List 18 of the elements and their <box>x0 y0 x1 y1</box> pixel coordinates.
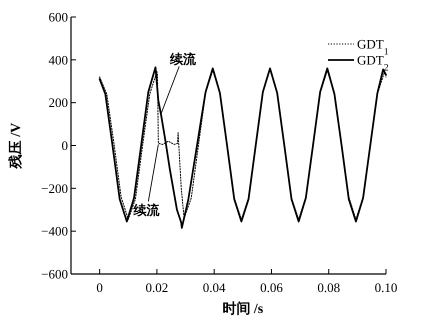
y-tick-label: −600 <box>41 266 68 282</box>
x-axis-title: 时间 /s <box>222 301 264 317</box>
y-tick-label: −400 <box>41 224 68 239</box>
x-tick-label: 0.06 <box>260 280 284 295</box>
x-tick-label: 0.02 <box>146 280 168 295</box>
annotation: 续流 <box>132 202 160 218</box>
y-tick-label: 0 <box>62 138 68 153</box>
y-tick-label: 400 <box>48 52 68 68</box>
y-tick-label: 600 <box>48 10 68 24</box>
x-tick-label: 0.10 <box>374 280 398 295</box>
x-tick-label: 0 <box>96 280 103 295</box>
y-tick-label: 200 <box>48 95 68 110</box>
x-tick-label: 0.04 <box>202 280 226 295</box>
annotation: 续流 <box>169 51 198 66</box>
y-tick-label: −200 <box>41 180 68 196</box>
y-axis-title: 残压 /V <box>8 122 24 170</box>
x-tick-label: 0.08 <box>317 280 340 295</box>
legend-label: GDT$_{1}$ <box>357 36 389 57</box>
